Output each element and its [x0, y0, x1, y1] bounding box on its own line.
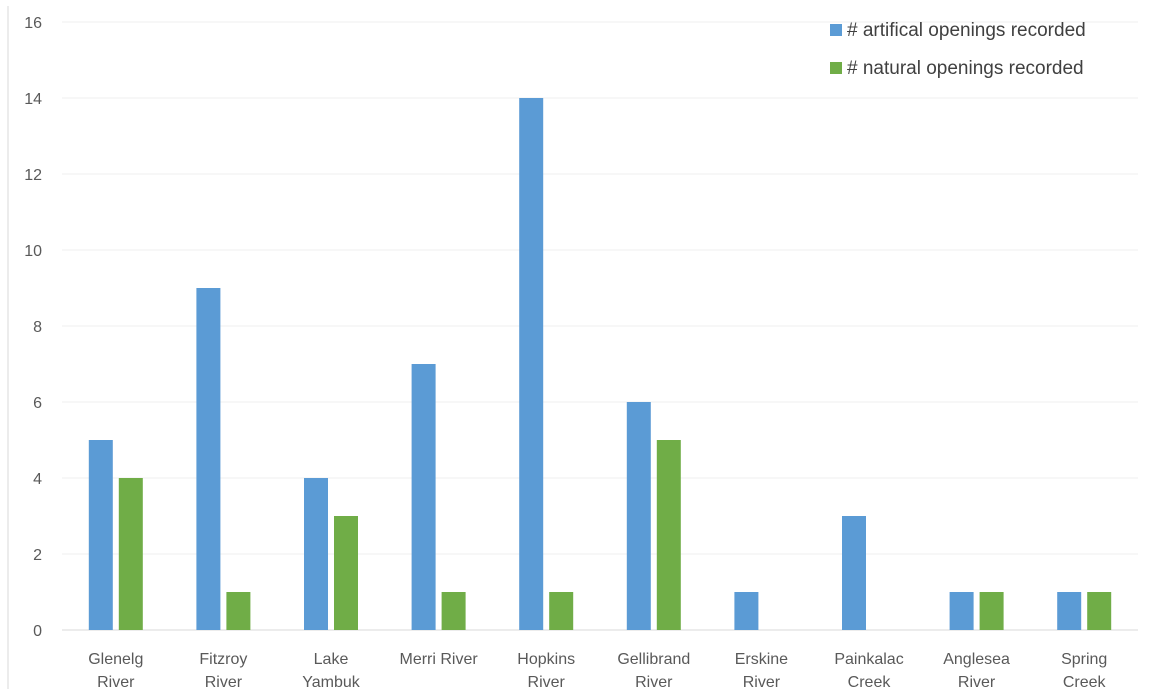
x-category-label: Spring — [1061, 651, 1107, 668]
bar-natural — [118, 478, 143, 630]
bars — [88, 98, 1112, 630]
x-category-label: Hopkins — [517, 651, 575, 668]
bar-artificial — [626, 402, 651, 630]
y-tick-label: 8 — [33, 319, 42, 336]
legend-label: # natural openings recorded — [847, 58, 1084, 79]
x-category-label: Glenelg — [88, 651, 143, 668]
legend-swatch — [830, 62, 842, 74]
y-tick-label: 14 — [24, 91, 42, 108]
x-category-label: Fitzroy — [199, 651, 247, 668]
x-category-label: River — [205, 674, 243, 689]
x-category-label: Creek — [848, 674, 892, 689]
bar-artificial — [88, 440, 113, 630]
x-category-label: River — [958, 674, 996, 689]
bar-artificial — [1057, 592, 1082, 630]
x-category-label: Gellibrand — [617, 651, 690, 668]
bar-natural — [549, 592, 574, 630]
y-tick-label: 10 — [24, 243, 42, 260]
x-category-label: Creek — [1063, 674, 1107, 689]
bar-artificial — [949, 592, 974, 630]
x-category-label: Merri River — [399, 651, 478, 668]
y-tick-label: 2 — [33, 547, 42, 564]
x-axis-categories: Glenelg River Fitzroy River Lake Yambuk Merri … — [88, 651, 1107, 689]
x-category-label: Lake — [314, 651, 349, 668]
legend: # artifical openings recorded # natural o… — [830, 20, 1086, 79]
bar-artificial — [304, 478, 328, 630]
x-category-label: Yambuk — [302, 674, 361, 689]
x-category-label: River — [528, 674, 566, 689]
bar-artificial — [196, 288, 221, 630]
bar-natural — [979, 592, 1004, 630]
bar-artificial — [411, 364, 436, 630]
bar-natural — [1087, 592, 1112, 630]
x-category-label: Anglesea — [943, 651, 1010, 668]
x-category-label: Erskine — [735, 651, 788, 668]
legend-swatch — [830, 24, 842, 36]
y-tick-label: 4 — [33, 471, 42, 488]
legend-label: # artifical openings recorded — [847, 20, 1086, 41]
bar-natural — [441, 592, 466, 630]
x-category-label: Painkalac — [834, 651, 903, 668]
bar-artificial — [842, 516, 866, 630]
bar-artificial — [734, 592, 759, 630]
bar-natural — [226, 592, 251, 630]
y-axis-ticks: 0 2 4 6 8 10 12 14 16 — [24, 15, 42, 640]
bar-artificial — [519, 98, 544, 630]
x-category-label: River — [97, 674, 135, 689]
y-tick-label: 0 — [33, 623, 42, 640]
bar-natural — [334, 516, 358, 630]
y-tick-label: 16 — [24, 15, 42, 32]
y-tick-label: 6 — [33, 395, 42, 412]
gridlines — [62, 21, 1138, 631]
x-category-label: River — [743, 674, 781, 689]
y-tick-label: 12 — [24, 167, 42, 184]
x-category-label: River — [635, 674, 673, 689]
bar-natural — [656, 440, 681, 630]
